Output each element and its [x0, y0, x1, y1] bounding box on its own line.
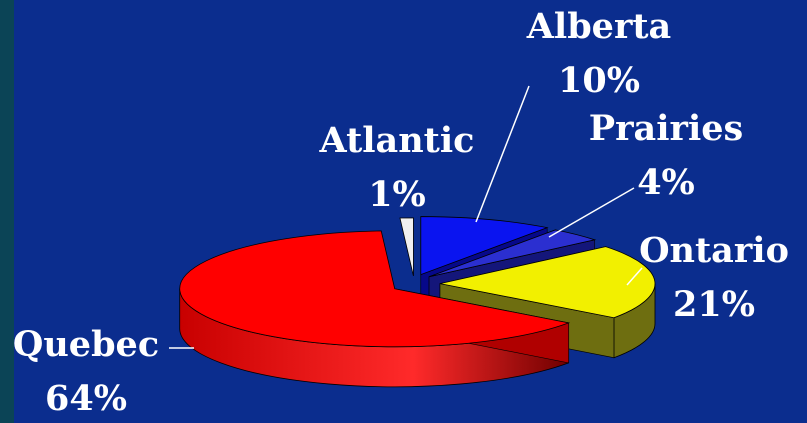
leader-line-ontario	[626, 267, 643, 286]
slice-label-quebec: Quebec	[14, 324, 159, 365]
slide-edge	[0, 0, 14, 423]
slice-value-atlantic: 1%	[368, 174, 426, 215]
slice-alberta	[420, 216, 549, 276]
slice-quebec	[179, 230, 571, 348]
pie-chart: Alberta 10% Prairies 4% Ontario 21% Quebec 64% A…	[14, 6, 789, 419]
slice-label-ontario: Ontario	[639, 230, 789, 271]
slice-prairies	[428, 229, 597, 278]
leader-line-prairies	[548, 187, 635, 238]
slice-value-alberta: 10%	[558, 60, 640, 101]
slice-label-atlantic: Atlantic	[319, 120, 475, 161]
chart-slide: Alberta 10% Prairies 4% Ontario 21% Quebec 64% A…	[14, 0, 807, 423]
slice-atlantic	[399, 217, 414, 276]
slice-ontario	[439, 246, 656, 319]
slice-value-quebec: 64%	[45, 378, 127, 419]
slice-value-ontario: 21%	[673, 284, 755, 325]
leader-line-alberta	[475, 85, 530, 223]
slice-label-alberta: Alberta	[526, 6, 671, 47]
slice-label-prairies: Prairies	[589, 108, 743, 149]
slice-value-prairies: 4%	[637, 162, 695, 203]
